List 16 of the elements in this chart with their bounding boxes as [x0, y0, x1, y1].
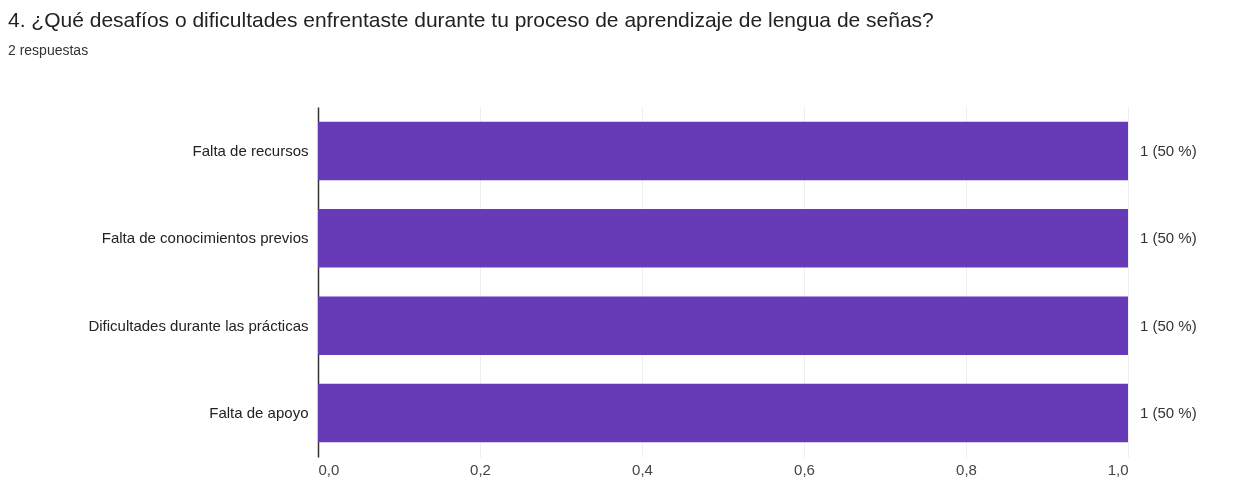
- x-tick-label: 0,2: [470, 460, 491, 478]
- data-label: 1 (50 %): [1140, 229, 1197, 247]
- y-tick-label: Falta de apoyo: [209, 403, 309, 421]
- x-tick-label: 0,4: [632, 460, 653, 478]
- x-tick-label: 0,6: [794, 460, 815, 478]
- y-tick-label: Falta de recursos: [192, 142, 309, 160]
- x-tick-label: 0,8: [956, 460, 977, 478]
- text: 2 respuestas: [8, 42, 89, 58]
- data-label: 1 (50 %): [1140, 316, 1197, 334]
- chart-title: 4. ¿Qué desafíos o dificultades enfrentaste durante tu proceso de aprendizaje de lengua de señas?: [8, 8, 934, 32]
- data-label: 1 (50 %): [1140, 142, 1197, 160]
- y-tick-label: Dificultades durante las prácticas: [88, 316, 309, 334]
- x-tick-label: 1,0: [1107, 460, 1129, 478]
- x-tick-label: 0,0: [318, 460, 340, 478]
- y-tick-label: Falta de conocimientos previos: [101, 229, 309, 247]
- data-label: 1 (50 %): [1140, 403, 1197, 421]
